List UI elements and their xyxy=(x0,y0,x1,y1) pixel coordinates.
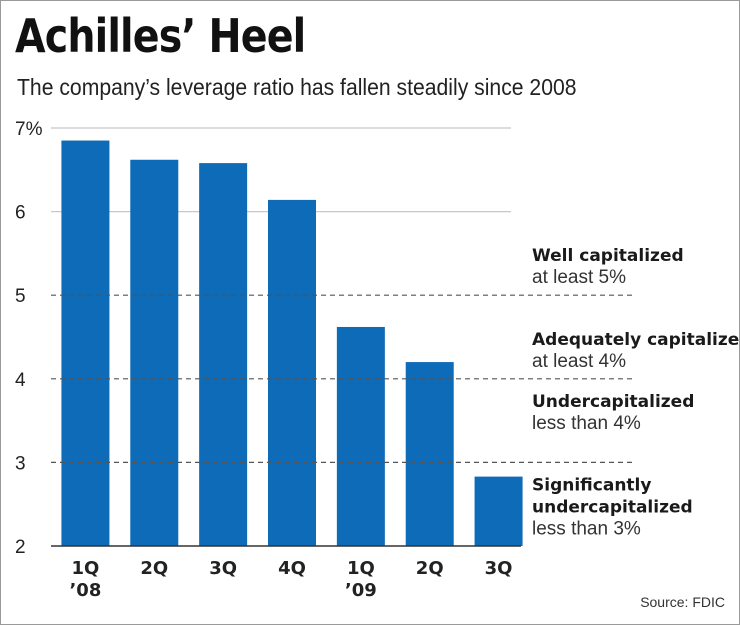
threshold-description: less than 4% xyxy=(532,413,641,434)
y-tick-label: 7% xyxy=(15,119,43,140)
x-tick-label: 4Q xyxy=(278,558,306,579)
bar xyxy=(405,362,454,546)
threshold-label: Well capitalized xyxy=(532,246,684,266)
threshold-label: undercapitalized xyxy=(532,497,693,517)
y-tick-label: 2 xyxy=(15,537,26,558)
y-tick-label: 6 xyxy=(15,203,26,224)
bar xyxy=(336,326,385,546)
x-tick-label: 1Q xyxy=(72,558,100,579)
bar xyxy=(474,476,523,546)
x-tick-label: ’08 xyxy=(69,580,101,601)
threshold-label: Adequately capitalized xyxy=(532,330,739,350)
bar xyxy=(268,199,316,546)
x-tick-label: 1Q xyxy=(347,558,375,579)
chart-subtitle: The company’s leverage ratio has fallen … xyxy=(17,74,577,100)
y-tick-label: 5 xyxy=(15,286,26,307)
x-tick-label: ’09 xyxy=(345,580,377,601)
bar xyxy=(61,140,110,547)
threshold-description: at least 4% xyxy=(532,351,626,372)
x-tick-label: 2Q xyxy=(416,558,444,579)
x-tick-label: 3Q xyxy=(485,558,513,579)
threshold-label: Significantly xyxy=(532,475,651,495)
chart-title: Achilles’ Heel xyxy=(15,9,306,63)
x-tick-label: 3Q xyxy=(209,558,237,579)
y-tick-label: 4 xyxy=(15,370,26,391)
bar xyxy=(199,163,248,546)
source-note: Source: FDIC xyxy=(640,594,725,610)
y-tick-label: 3 xyxy=(15,453,26,474)
x-tick-label: 2Q xyxy=(140,558,168,579)
threshold-description: less than 3% xyxy=(532,518,641,539)
threshold-description: at least 5% xyxy=(532,267,626,288)
threshold-label: Undercapitalized xyxy=(532,392,694,412)
bar xyxy=(130,159,179,546)
